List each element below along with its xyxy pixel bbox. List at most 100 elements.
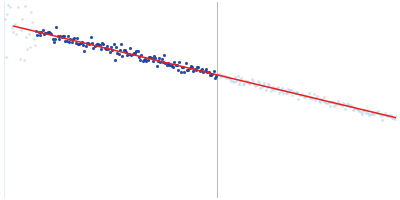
Point [170, 66, 176, 69]
Point [214, 73, 220, 76]
Point [92, 43, 99, 46]
Point [220, 74, 227, 78]
Point [32, 44, 38, 47]
Point [316, 100, 322, 103]
Point [109, 48, 116, 52]
Point [228, 79, 234, 82]
Point [26, 32, 32, 36]
Point [70, 38, 76, 41]
Point [146, 55, 152, 58]
Point [289, 94, 295, 97]
Point [190, 70, 196, 73]
Point [6, 5, 13, 9]
Point [390, 116, 397, 119]
Point [50, 37, 56, 40]
Point [281, 88, 288, 91]
Point [282, 91, 289, 94]
Point [229, 79, 236, 83]
Point [307, 97, 313, 100]
Point [136, 55, 142, 58]
Point [168, 64, 175, 67]
Point [346, 104, 352, 108]
Point [126, 53, 132, 56]
Point [129, 52, 136, 55]
Point [84, 41, 90, 44]
Point [86, 42, 93, 46]
Point [67, 37, 74, 41]
Point [30, 37, 37, 40]
Point [47, 32, 53, 35]
Point [134, 49, 141, 53]
Point [176, 60, 182, 64]
Point [118, 42, 124, 45]
Point [41, 32, 47, 35]
Point [255, 80, 261, 83]
Point [189, 66, 195, 69]
Point [27, 46, 33, 49]
Point [77, 41, 84, 44]
Point [37, 33, 43, 36]
Point [99, 41, 105, 45]
Point [331, 105, 337, 108]
Point [16, 58, 23, 61]
Point [178, 70, 184, 73]
Point [15, 6, 22, 9]
Point [181, 70, 188, 73]
Point [34, 34, 41, 37]
Point [195, 65, 202, 69]
Point [179, 65, 185, 69]
Point [119, 54, 126, 57]
Point [100, 43, 106, 46]
Point [64, 39, 70, 43]
Point [358, 112, 365, 115]
Point [122, 48, 128, 51]
Point [98, 47, 104, 50]
Point [138, 54, 144, 57]
Point [161, 54, 167, 57]
Point [204, 70, 210, 74]
Point [317, 100, 323, 104]
Point [191, 67, 198, 71]
Point [364, 108, 370, 111]
Point [39, 29, 46, 32]
Point [370, 110, 376, 113]
Point [48, 32, 55, 35]
Point [184, 68, 190, 71]
Point [310, 93, 317, 96]
Point [361, 109, 368, 112]
Point [383, 114, 389, 117]
Point [296, 94, 303, 97]
Point [174, 63, 180, 66]
Point [65, 34, 71, 38]
Point [38, 30, 44, 33]
Point [379, 118, 385, 121]
Point [56, 37, 62, 41]
Point [164, 64, 170, 67]
Point [260, 83, 266, 86]
Point [393, 114, 399, 118]
Point [288, 89, 294, 92]
Point [368, 113, 374, 116]
Point [108, 45, 114, 48]
Point [266, 84, 272, 87]
Point [90, 46, 96, 49]
Point [94, 43, 100, 46]
Point [148, 56, 155, 59]
Point [62, 40, 68, 43]
Point [299, 93, 306, 96]
Point [280, 91, 286, 95]
Point [188, 65, 194, 68]
Point [103, 48, 109, 51]
Point [279, 86, 285, 89]
Point [234, 74, 241, 77]
Point [171, 60, 178, 63]
Point [374, 112, 380, 115]
Point [352, 106, 359, 109]
Point [247, 82, 254, 85]
Point [167, 63, 174, 66]
Point [300, 95, 307, 98]
Point [105, 47, 112, 50]
Point [278, 89, 284, 92]
Point [200, 70, 207, 73]
Point [327, 105, 333, 108]
